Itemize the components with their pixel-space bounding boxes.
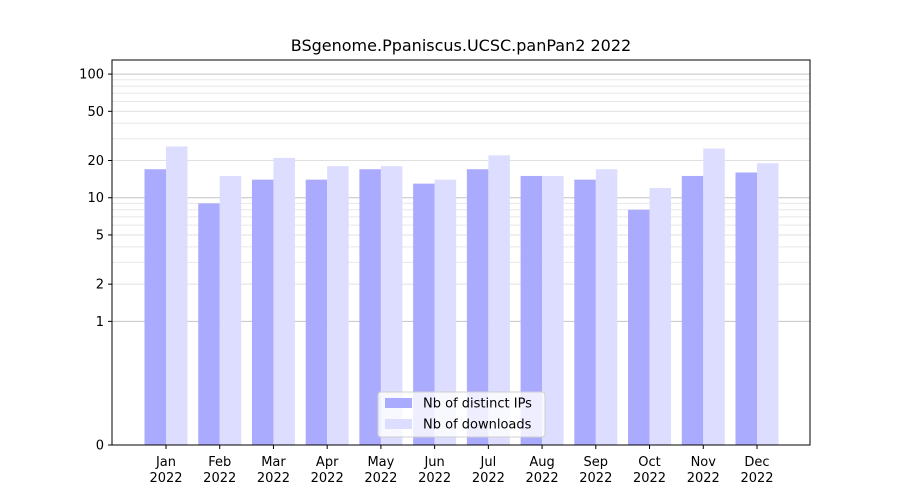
bar — [380, 166, 403, 445]
bar — [144, 169, 166, 445]
y-tick-label: 1 — [96, 315, 104, 330]
bar — [327, 166, 349, 445]
bars — [144, 146, 779, 446]
bar — [219, 175, 242, 445]
bar — [649, 187, 672, 445]
y-tick-label: 50 — [87, 105, 104, 120]
legend-swatch — [385, 398, 412, 408]
x-tick-label: Jul 2022 — [472, 455, 505, 486]
bar — [198, 203, 220, 445]
plot-frame — [111, 59, 811, 446]
bar — [757, 163, 779, 445]
bar — [166, 146, 188, 445]
bar — [434, 179, 457, 446]
x-tick-label: May 2022 — [364, 455, 397, 486]
x-tick-label: Feb 2022 — [203, 455, 236, 486]
x-tick-label: Dec 2022 — [740, 455, 773, 486]
x-tick-label: Apr 2022 — [311, 455, 344, 486]
bar — [273, 157, 295, 446]
bar — [595, 169, 618, 445]
bar — [251, 179, 274, 446]
legend-label: Nb of downloads — [423, 418, 532, 433]
y-tick-label: 100 — [79, 68, 104, 83]
y-tick-label: 20 — [87, 154, 104, 169]
chart-title: BSgenome.Ppaniscus.UCSC.panPan2 2022 — [291, 36, 631, 55]
y-tick-label: 10 — [87, 191, 104, 206]
bar — [520, 175, 543, 445]
x-tick-label: Mar 2022 — [257, 455, 290, 486]
legend-box — [377, 391, 546, 438]
legend-label: Nb of distinct IPs — [423, 397, 532, 412]
y-axis: 0 1 2 5 10 20 50 100 — [79, 68, 112, 454]
x-tick-label: Oct 2022 — [633, 455, 666, 486]
bar — [305, 179, 328, 446]
x-tick-label: Jan 2022 — [149, 455, 182, 486]
bar — [359, 169, 381, 445]
y-tick-label: 2 — [96, 278, 104, 293]
bar — [628, 209, 650, 445]
x-axis: Jan 2022 Feb 2022 Mar 2022 Apr 2022 May 2022 Jun 20… — [149, 445, 774, 486]
bar — [574, 179, 596, 446]
x-tick-label: Aug 2022 — [526, 455, 559, 486]
legend-swatch — [385, 419, 412, 429]
bar — [681, 175, 704, 445]
bar — [542, 175, 564, 445]
y-tick-label: 5 — [96, 228, 104, 243]
y-tick-label: 0 — [96, 439, 104, 454]
bar — [703, 148, 725, 445]
bar — [488, 155, 510, 445]
legend: Nb of distinct IPs Nb of downloads — [377, 391, 546, 438]
x-tick-label: Nov 2022 — [687, 455, 720, 486]
x-tick-label: Sep 2022 — [579, 455, 612, 486]
bar — [735, 172, 757, 446]
bar — [466, 169, 489, 445]
x-tick-label: Jun 2022 — [418, 455, 451, 486]
bar — [413, 183, 435, 445]
